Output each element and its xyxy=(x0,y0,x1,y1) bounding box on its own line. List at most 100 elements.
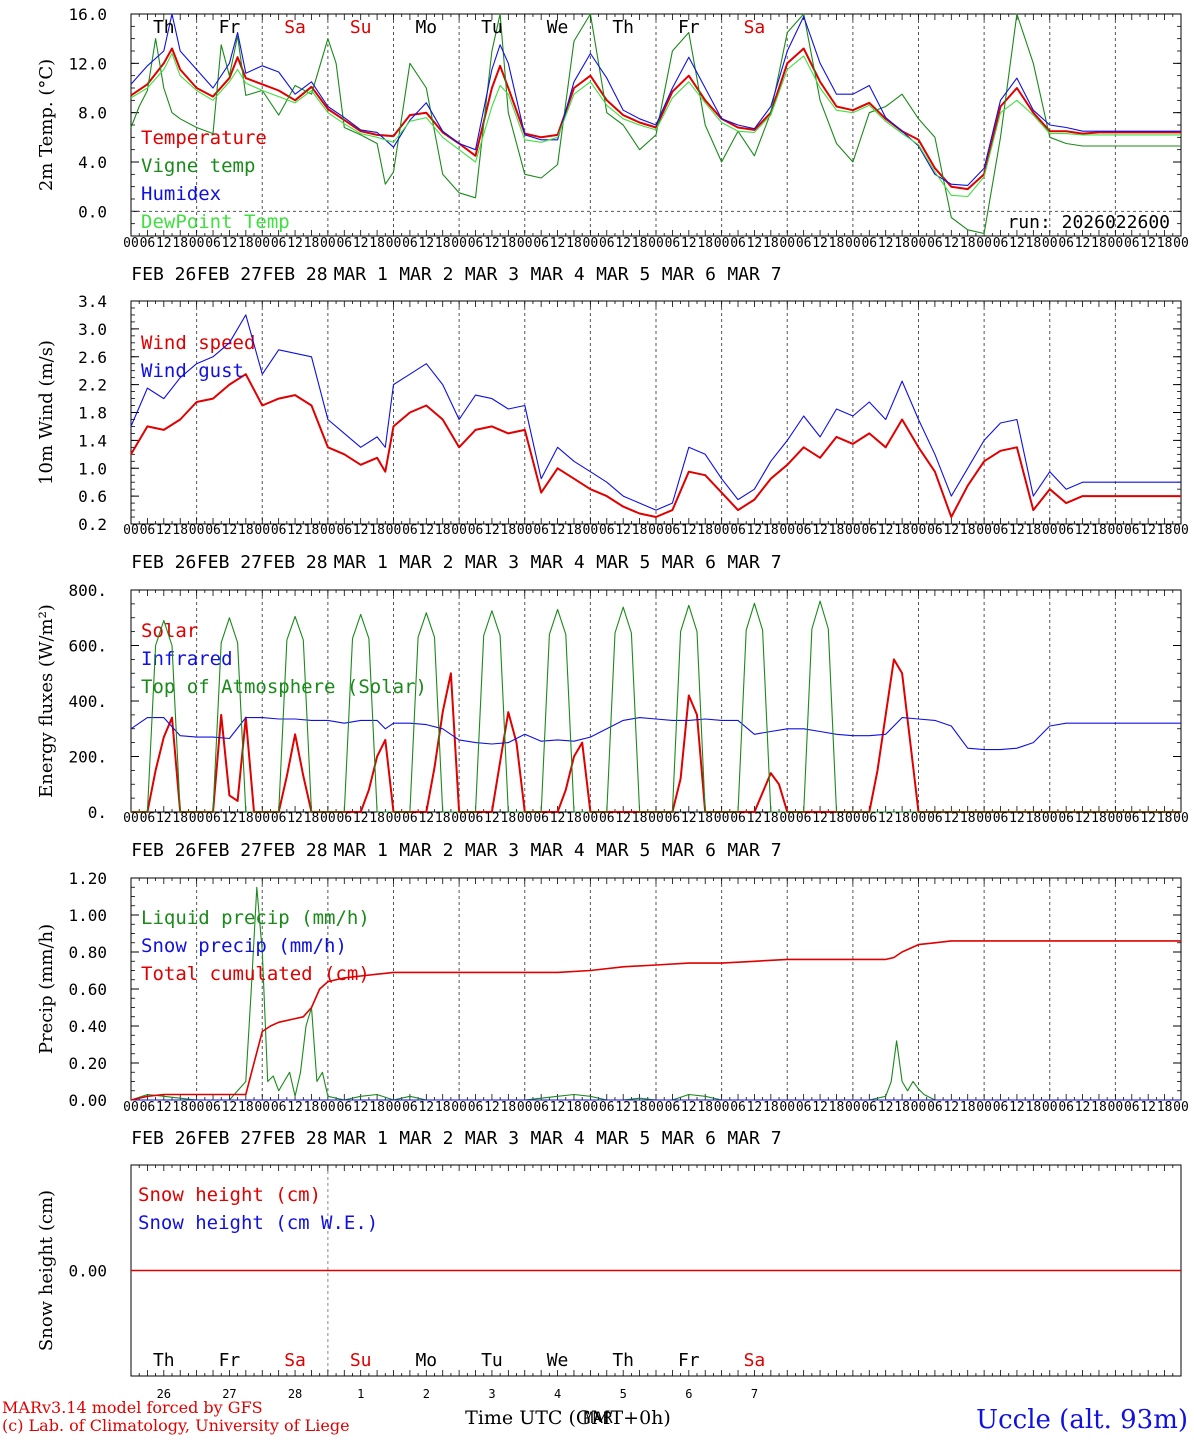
hour-tick-label: 12 xyxy=(156,523,172,538)
hour-tick-label: 12 xyxy=(878,236,894,251)
hour-tick-label: 18 xyxy=(1157,236,1173,251)
day-number-label: 6 xyxy=(685,1387,692,1401)
hour-tick-label: 00 xyxy=(123,523,139,538)
hour-tick-label: 06 xyxy=(599,236,615,251)
hour-tick-label: 06 xyxy=(533,523,549,538)
hour-tick-label: 00 xyxy=(517,523,533,538)
date-label: MAR 4 xyxy=(530,1128,584,1149)
footer-credits: MARv3.14 model forced by GFS (c) Lab. of… xyxy=(2,1399,350,1435)
hour-tick-label: 06 xyxy=(861,811,877,826)
hour-tick-label: 18 xyxy=(369,811,385,826)
date-label: MAR 7 xyxy=(727,1128,781,1149)
hour-tick-label: 00 xyxy=(451,1100,467,1115)
hour-tick-label: 06 xyxy=(533,811,549,826)
y-tick-label: 800. xyxy=(68,581,107,600)
hour-tick-label: 18 xyxy=(632,523,648,538)
hour-tick-label: 06 xyxy=(402,523,418,538)
hour-tick-label: 12 xyxy=(812,523,828,538)
hour-tick-label: 18 xyxy=(369,1100,385,1115)
y-tick-label: 0. xyxy=(88,803,107,822)
hour-tick-label: 18 xyxy=(435,1100,451,1115)
hour-tick-label: 00 xyxy=(1173,236,1189,251)
date-label: MAR 4 xyxy=(530,840,584,861)
hour-tick-label: 06 xyxy=(796,1100,812,1115)
hour-tick-label: 00 xyxy=(648,1100,664,1115)
hour-tick-label: 00 xyxy=(845,523,861,538)
date-label: MAR 7 xyxy=(727,552,781,573)
day-of-week-label: Sa xyxy=(284,1350,306,1371)
run-label: run: 2026022600 xyxy=(1007,212,1170,233)
hour-tick-label: 18 xyxy=(238,811,254,826)
hour-tick-label: 12 xyxy=(418,236,434,251)
hour-tick-label: 06 xyxy=(140,811,156,826)
hour-tick-label: 12 xyxy=(943,523,959,538)
hour-tick-label: 00 xyxy=(320,236,336,251)
date-label: MAR 4 xyxy=(530,264,584,285)
hour-tick-label: 06 xyxy=(730,523,746,538)
hour-tick-label: 06 xyxy=(1058,236,1074,251)
hour-tick-label: 06 xyxy=(205,236,221,251)
hour-tick-label: 12 xyxy=(747,811,763,826)
hour-tick-label: 06 xyxy=(1124,523,1140,538)
hour-tick-label: 06 xyxy=(271,811,287,826)
hour-tick-label: 18 xyxy=(763,523,779,538)
hour-tick-label: 12 xyxy=(812,811,828,826)
hour-tick-label: 00 xyxy=(976,1100,992,1115)
y-tick-label: 3.0 xyxy=(78,320,107,339)
panel-5: 0.00 Snow height (cm) Snow height (cm) Snow… xyxy=(36,1164,1188,1435)
day-number-label: 5 xyxy=(620,1387,627,1401)
y-tick-label: 0.20 xyxy=(68,1054,107,1073)
hour-tick-label: 00 xyxy=(451,811,467,826)
hour-tick-label: 18 xyxy=(1157,523,1173,538)
date-label: MAR 4 xyxy=(530,552,584,573)
hour-tick-label: 12 xyxy=(353,1100,369,1115)
hour-tick-label: 00 xyxy=(254,523,270,538)
hour-tick-label: 00 xyxy=(517,811,533,826)
hour-tick-label: 00 xyxy=(583,1100,599,1115)
hour-tick-label: 00 xyxy=(254,236,270,251)
footer-line-model: MARv3.14 model forced by GFS xyxy=(2,1398,263,1417)
hour-tick-label: 06 xyxy=(533,236,549,251)
y-tick-label: 2.6 xyxy=(78,348,107,367)
hour-tick-label: 00 xyxy=(189,1100,205,1115)
hour-tick-label: 18 xyxy=(829,523,845,538)
hour-tick-label: 00 xyxy=(583,236,599,251)
hour-tick-label: 06 xyxy=(1058,1100,1074,1115)
hour-tick-label: 06 xyxy=(205,811,221,826)
hour-tick-label: 12 xyxy=(418,811,434,826)
y-tick-label: 0.0 xyxy=(78,202,107,221)
hour-tick-label: 06 xyxy=(468,236,484,251)
day-of-week-label: Sa xyxy=(744,17,766,38)
legend-entry: Liquid precip (mm/h) xyxy=(141,907,370,929)
hour-tick-label: 18 xyxy=(172,1100,188,1115)
hour-tick-label: 12 xyxy=(287,236,303,251)
series-line-2 xyxy=(130,13,1181,186)
hour-tick-label: 18 xyxy=(960,523,976,538)
day-of-week-label: Fr xyxy=(678,1350,700,1371)
hour-tick-label: 18 xyxy=(1091,236,1107,251)
hour-tick-label: 12 xyxy=(484,523,500,538)
hour-tick-label: 12 xyxy=(615,236,631,251)
day-of-week-label: Sa xyxy=(284,17,306,38)
date-label: FEB 27 xyxy=(197,840,262,861)
legend-entry: Top of Atmosphere (Solar) xyxy=(141,676,427,698)
hour-tick-label: 12 xyxy=(681,236,697,251)
day-of-week-label: Su xyxy=(350,1350,372,1371)
hour-tick-label: 00 xyxy=(648,811,664,826)
day-number-label: 7 xyxy=(751,1387,758,1401)
y-tick-label: 0.00 xyxy=(68,1262,107,1281)
hour-tick-label: 06 xyxy=(993,236,1009,251)
date-label: MAR 2 xyxy=(399,264,453,285)
hour-tick-label: 12 xyxy=(1009,236,1025,251)
day-number-label: 26 xyxy=(157,1387,171,1401)
hour-tick-label: 12 xyxy=(615,1100,631,1115)
date-label: MAR 1 xyxy=(334,264,388,285)
hour-tick-label: 18 xyxy=(566,236,582,251)
hour-tick-label: 18 xyxy=(1091,811,1107,826)
series-line-1 xyxy=(130,314,1181,511)
hour-tick-label: 00 xyxy=(189,523,205,538)
hour-tick-label: 12 xyxy=(615,523,631,538)
y-tick-label: 400. xyxy=(68,692,107,711)
hour-tick-label: 12 xyxy=(287,523,303,538)
series-line-0 xyxy=(130,373,1181,518)
